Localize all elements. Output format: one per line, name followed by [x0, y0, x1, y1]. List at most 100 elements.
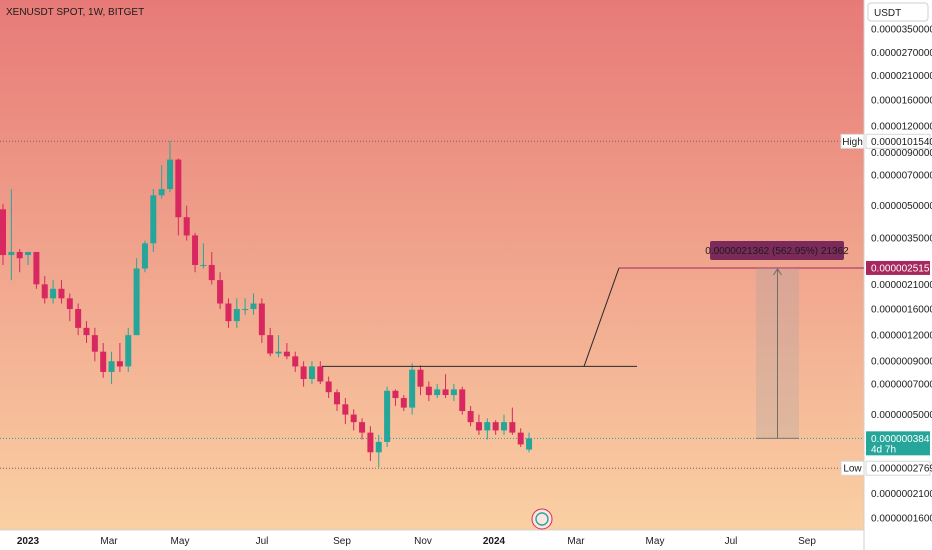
high-tag: High: [842, 137, 863, 148]
candle-body: [417, 369, 424, 387]
candle: [292, 351, 299, 372]
time-axis[interactable]: 2023 Mar May Jul Sep Nov 2024 Mar May Jul Sep: [17, 536, 816, 547]
projection-line[interactable]: [583, 267, 620, 367]
candle: [116, 343, 123, 372]
current-price-box: [866, 431, 930, 456]
low-price-label: 0.0000002769: [871, 464, 932, 475]
candle-body: [50, 288, 57, 299]
candle-body: [8, 251, 15, 256]
candle: [459, 386, 466, 415]
price-tick-label: 0.0000210000: [871, 71, 932, 82]
candle: [16, 248, 23, 273]
time-tick-label: Sep: [333, 536, 351, 547]
candle: [384, 386, 391, 447]
price-tick-label: 0.0000012000: [871, 331, 932, 342]
candle: [141, 240, 148, 273]
candle: [467, 405, 474, 427]
candle-body: [217, 280, 224, 304]
price-tick-label: 0.0000016000: [871, 305, 932, 316]
candle-body: [517, 432, 524, 445]
target-price-box: [866, 260, 930, 275]
candle-body: [75, 309, 82, 328]
candle: [350, 409, 357, 431]
price-tick-label: 0.0000270000: [871, 48, 932, 59]
candle-body: [501, 422, 507, 431]
candle: [125, 327, 132, 372]
candle-body: [0, 209, 6, 256]
measure-label-box: [710, 240, 844, 260]
currency-button[interactable]: USDT: [867, 2, 929, 22]
price-tick-label: 0.0000002100: [871, 489, 932, 500]
logo-inner-ring: [535, 512, 549, 526]
candle-body: [375, 441, 382, 453]
candle-body: [384, 390, 391, 442]
candle-body: [33, 251, 40, 285]
candle-body: [442, 389, 449, 396]
candle: [258, 298, 265, 344]
time-tick-label: Jul: [256, 536, 269, 547]
candle-body: [308, 366, 315, 380]
drawings[interactable]: 0.0000021362 (562.95%) 21362: [322, 240, 864, 439]
candle-body: [141, 243, 148, 269]
candle-body: [116, 361, 123, 367]
time-tick-label: 2024: [483, 536, 506, 547]
candle-body: [125, 335, 132, 367]
candle: [400, 395, 407, 412]
candle: [342, 398, 349, 425]
candle: [192, 232, 199, 273]
candle: [0, 203, 6, 265]
candle: [50, 280, 57, 304]
candle: [225, 298, 232, 328]
candle-body: [467, 411, 474, 423]
target-price-label: 0.0000025157: [871, 263, 932, 274]
candle: [183, 205, 190, 241]
tradingview-logo[interactable]: [531, 508, 553, 530]
price-axis[interactable]: 0.0000350000 0.0000270000 0.0000210000 0.00…: [840, 25, 932, 525]
candle: [392, 389, 399, 406]
candle-body: [133, 268, 140, 336]
candle-body: [91, 335, 98, 352]
candle-body: [192, 235, 199, 265]
candle-body: [100, 351, 107, 372]
candle-body: [175, 159, 182, 218]
candle-body: [292, 356, 299, 367]
price-tick-label: 0.0000090000: [871, 148, 932, 159]
candle: [133, 258, 140, 336]
candle-body: [484, 422, 491, 431]
candle: [425, 381, 432, 402]
candle-body: [325, 381, 332, 393]
candle: [200, 243, 207, 269]
candle: [267, 327, 274, 357]
logo-circle[interactable]: [531, 508, 553, 530]
candle-body: [434, 389, 441, 396]
low-tag: Low: [843, 464, 862, 475]
currency-button-label[interactable]: USDT: [874, 8, 901, 19]
candle-body: [108, 361, 115, 372]
current-price-label: 0.0000003849: [871, 434, 932, 445]
time-tick-label: 2023: [17, 536, 40, 547]
price-tick-label: 0.0000160000: [871, 96, 932, 107]
candle: [417, 365, 424, 396]
candle: [167, 140, 173, 193]
chart-background: [0, 0, 864, 530]
time-tick-label: May: [171, 536, 190, 547]
price-tick-label: 0.0000005000: [871, 410, 932, 421]
candle: [158, 165, 165, 199]
candle-body: [225, 303, 232, 322]
candle: [334, 389, 340, 412]
candle-body: [258, 303, 265, 336]
candle-body: [200, 264, 207, 266]
currency-button-frame[interactable]: [867, 2, 929, 22]
candle: [83, 321, 90, 344]
candle-body: [267, 335, 274, 354]
candle-body: [425, 386, 432, 396]
candle: [58, 280, 65, 304]
candle-body: [492, 422, 499, 431]
low-price-box: [865, 460, 931, 476]
high-price-label: 0.0000101540: [871, 137, 932, 148]
candle: [108, 351, 115, 385]
candle-body: [367, 432, 374, 453]
candles: [0, 140, 533, 468]
candle-body: [233, 309, 240, 322]
